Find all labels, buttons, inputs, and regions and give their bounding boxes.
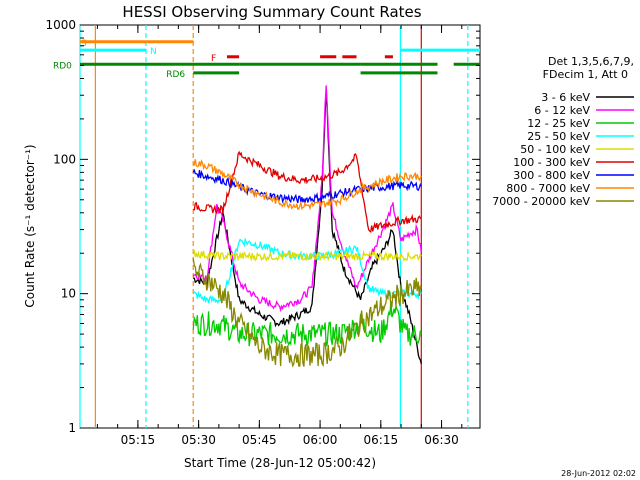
legend-header-line-1: Det 1,3,5,6,7,9, xyxy=(548,55,634,68)
legend-label: 100 - 300 keV xyxy=(513,156,590,169)
series-line xyxy=(193,90,422,365)
flag-label-rd6: RD6 xyxy=(166,70,185,80)
plot-area: S N F RD0 RD6 05:15 05:30 05:45 06:00 06:15 06:30… xyxy=(45,18,481,447)
y-tick-label: 100 xyxy=(53,152,76,166)
y-tick-label: 10 xyxy=(61,287,76,301)
x-tick-label: 06:30 xyxy=(424,433,459,447)
y-axis-label: Count Rate (s⁻¹ detector⁻¹) xyxy=(23,144,37,307)
flag-label-n: N xyxy=(150,47,157,57)
flag-bars: S N F RD0 RD6 xyxy=(53,39,480,80)
plot-frame xyxy=(79,24,481,429)
x-tick-label: 05:30 xyxy=(181,433,216,447)
y-axis-ticks: 1 10 100 1000 xyxy=(45,18,480,435)
x-tick-label: 06:00 xyxy=(303,433,338,447)
series-line xyxy=(192,258,422,368)
x-axis-ticks: 05:15 05:30 05:45 06:00 06:15 06:30 xyxy=(96,25,463,447)
legend-label: 7000 - 20000 keV xyxy=(492,195,590,208)
legend-label: 3 - 6 keV xyxy=(541,91,590,104)
legend-label: 800 - 7000 keV xyxy=(506,182,590,195)
flag-label-s: S xyxy=(81,39,87,49)
flag-label-rd0: RD0 xyxy=(53,61,72,71)
y-tick-label: 1000 xyxy=(45,18,76,32)
legend: Det 1,3,5,6,7,9, FDecim 1, Att 0 3 - 6 k… xyxy=(492,55,634,208)
timestamp: 28-Jun-2012 02:02 xyxy=(561,469,636,478)
x-tick-label: 05:45 xyxy=(242,433,277,447)
legend-header-line-2: FDecim 1, Att 0 xyxy=(543,68,628,81)
legend-label: 50 - 100 keV xyxy=(520,143,590,156)
series-line xyxy=(192,158,422,211)
series-line xyxy=(192,85,422,313)
series-line xyxy=(192,249,422,262)
vertical-markers xyxy=(79,25,469,428)
flag-label-f: F xyxy=(211,54,216,64)
series-lines xyxy=(192,85,422,368)
y-tick-label: 1 xyxy=(68,421,76,435)
legend-label: 300 - 800 keV xyxy=(513,169,590,182)
chart-title: HESSI Observing Summary Count Rates xyxy=(122,3,421,21)
x-tick-label: 05:15 xyxy=(121,433,156,447)
legend-label: 25 - 50 keV xyxy=(527,130,590,143)
legend-label: 6 - 12 keV xyxy=(534,104,590,117)
x-axis-label: Start Time (28-Jun-12 05:00:42) xyxy=(184,456,376,470)
x-tick-label: 06:15 xyxy=(364,433,399,447)
legend-label: 12 - 25 keV xyxy=(527,117,590,130)
series-line xyxy=(192,168,422,205)
